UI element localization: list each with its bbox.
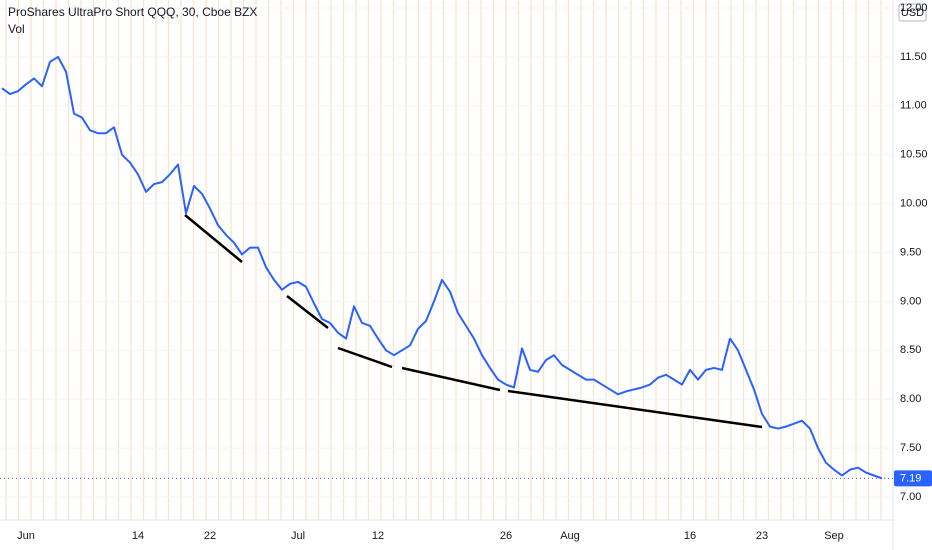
x-tick-label: 23 (756, 530, 768, 542)
y-tick-label: 8.00 (900, 393, 921, 405)
y-tick-label: 11.00 (900, 100, 927, 112)
chart-title: ProShares UltraPro Short QQQ, 30, Cboe B… (8, 5, 257, 19)
y-tick-label: 7.50 (900, 442, 921, 454)
x-tick-label: 26 (500, 530, 512, 542)
currency-box[interactable] (898, 3, 927, 22)
last-price-box (894, 470, 932, 487)
y-tick-label: 9.00 (900, 295, 921, 307)
x-tick-label: Sep (824, 530, 844, 542)
x-tick-label: 12 (372, 530, 384, 542)
trend-line (507, 389, 763, 429)
y-tick-label: 7.00 (900, 491, 921, 503)
currency-label[interactable]: USD (901, 7, 924, 19)
last-price-label: 7.19 (900, 472, 921, 484)
price-line (1, 55, 883, 480)
trend-line (184, 214, 243, 263)
x-tick-label: Aug (560, 530, 580, 542)
trend-line (401, 366, 501, 392)
x-tick-label: 22 (204, 530, 216, 542)
y-tick-label: 10.50 (900, 149, 928, 161)
trend-line (337, 346, 393, 369)
marks (0, 55, 893, 480)
x-tick-label: Jun (17, 530, 35, 542)
trend-lines (184, 214, 763, 429)
y-tick-label: 8.50 (900, 344, 921, 356)
y-tick-label: 9.50 (900, 246, 921, 258)
x-tick-label: Jul (291, 530, 305, 542)
y-tick-label: 11.50 (900, 51, 927, 63)
trend-line (286, 295, 329, 329)
x-tick-label: 14 (132, 530, 144, 542)
y-tick-label: 12.00 (900, 2, 928, 14)
volume-label: Vol (8, 22, 25, 36)
x-tick-label: 16 (684, 530, 696, 542)
y-tick-label: 10.00 (900, 198, 928, 210)
grid (0, 7, 893, 498)
